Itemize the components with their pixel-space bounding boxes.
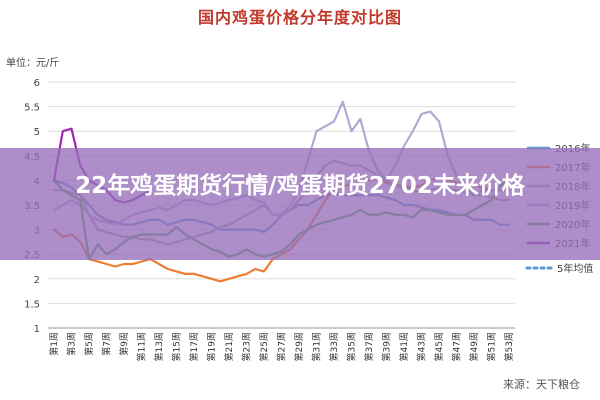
x-tick-label: 第51周 (486, 332, 498, 361)
x-tick-label: 第45周 (433, 332, 445, 361)
x-tick-label: 第39周 (381, 332, 393, 361)
y-tick-label: 5.5 (24, 103, 40, 114)
x-tick-label: 第11周 (136, 332, 148, 361)
x-tick-label: 第9周 (118, 332, 130, 356)
x-tick-label: 第17周 (188, 332, 200, 361)
x-tick-label: 第53周 (503, 332, 515, 361)
x-tick-label: 第25周 (258, 332, 270, 361)
y-tick-label: 6 (34, 78, 40, 89)
y-tick-label: 2 (34, 275, 40, 286)
x-tick-label: 第49周 (468, 332, 480, 361)
x-tick-label: 第13周 (153, 332, 165, 361)
x-tick-label: 第37周 (363, 332, 375, 361)
banner-text: 22年鸡蛋期货行情/鸡蛋期货2702未来价格 (75, 173, 525, 199)
x-tick-label: 第19周 (206, 332, 218, 361)
y-tick-label: 5 (34, 127, 40, 138)
x-tick-label: 第41周 (398, 332, 410, 361)
overlay-banner: 22年鸡蛋期货行情/鸡蛋期货2702未来价格 (0, 148, 600, 260)
x-tick-label: 第27周 (276, 332, 288, 361)
y-tick-label: 1.5 (24, 299, 40, 310)
x-tick-label: 第31周 (311, 332, 323, 361)
chart-title: 国内鸡蛋价格分年度对比图 (197, 8, 402, 27)
x-tick-label: 第5周 (83, 332, 95, 356)
legend-label: 5年均值 (557, 262, 593, 275)
x-tick-label: 第1周 (48, 332, 60, 356)
source-note: 来源：天下粮仓 (503, 378, 580, 391)
x-tick-label: 第21周 (223, 332, 235, 361)
x-tick-label: 第47周 (451, 332, 463, 361)
axis-layer: 单位：元/斤11.522.533.544.555.56第1周第3周第5周第7周第… (6, 56, 515, 361)
x-tick-label: 第43周 (416, 332, 428, 361)
y-axis-label: 单位：元/斤 (6, 56, 59, 69)
x-tick-label: 第15周 (171, 332, 183, 361)
x-tick-label: 第7周 (101, 332, 113, 356)
x-tick-label: 第3周 (66, 332, 78, 356)
x-tick-label: 第29周 (293, 332, 305, 361)
y-tick-label: 1 (34, 324, 40, 335)
x-tick-label: 第23周 (241, 332, 253, 361)
x-tick-label: 第33周 (328, 332, 340, 361)
x-tick-label: 第35周 (346, 332, 358, 361)
